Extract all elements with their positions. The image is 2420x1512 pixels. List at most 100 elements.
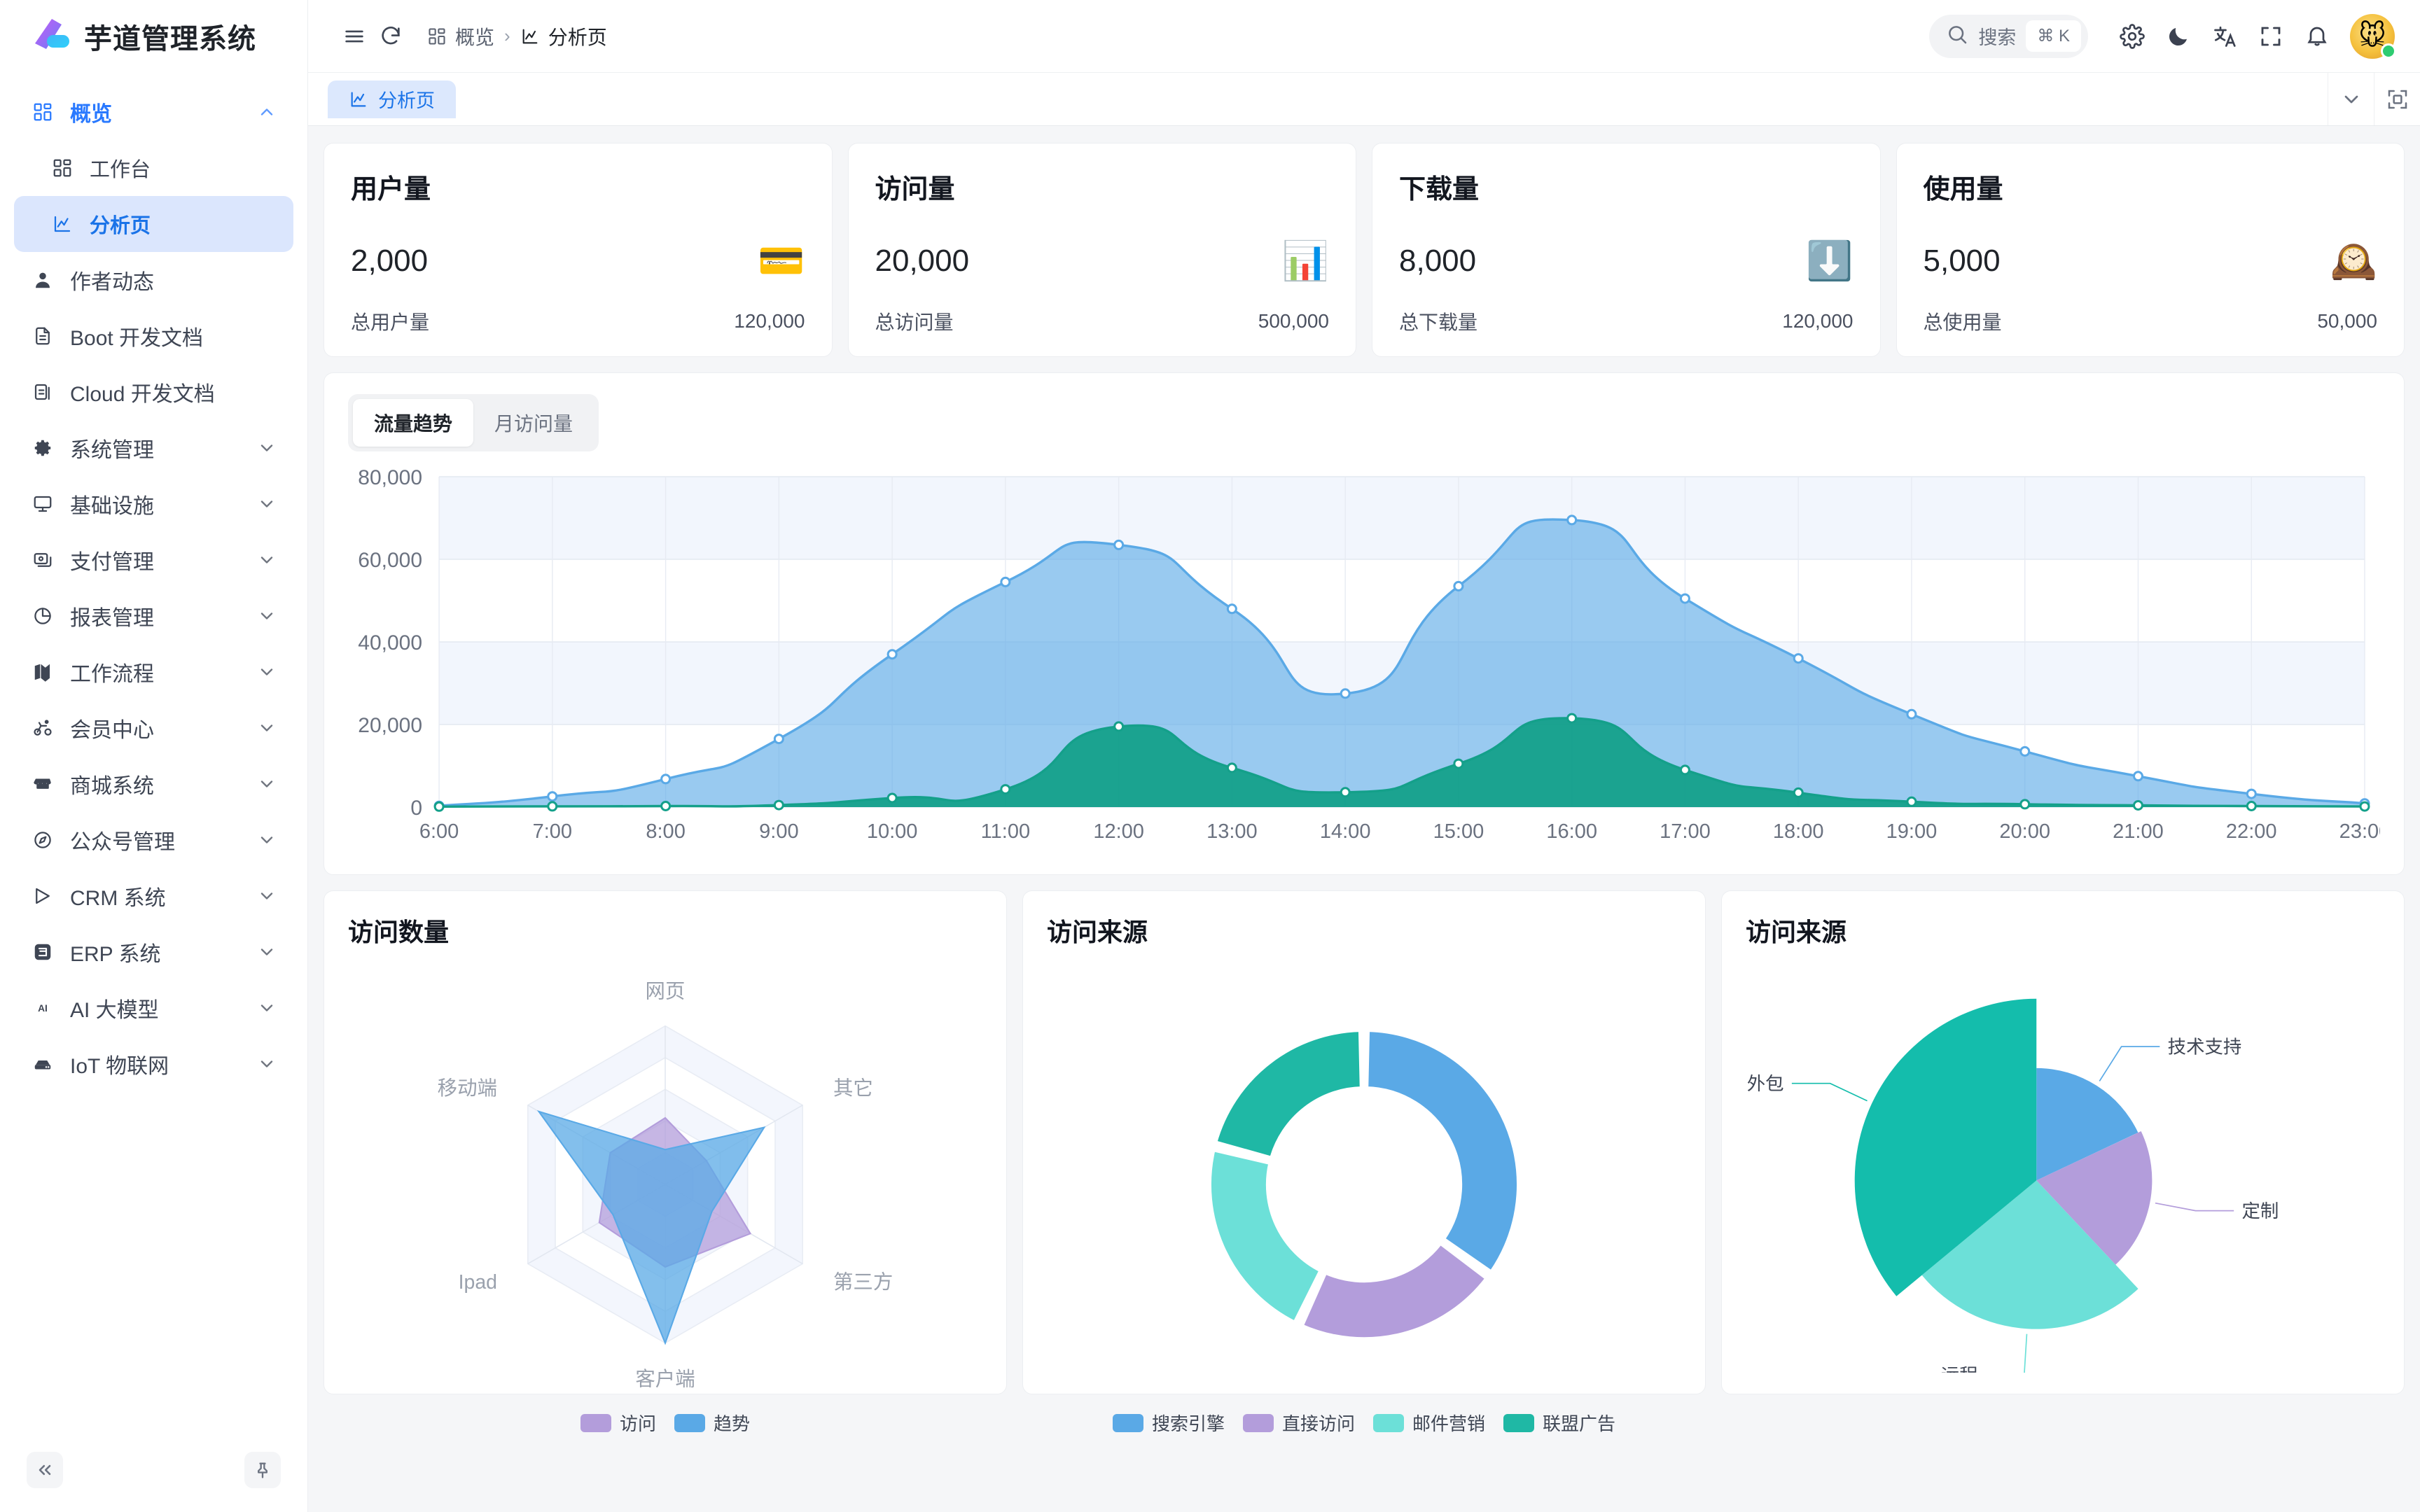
- search-icon: [1946, 23, 1968, 49]
- sidebar-item-5[interactable]: Cloud 开发文档: [14, 364, 293, 420]
- sidebar-collapse-button[interactable]: [27, 1452, 63, 1488]
- donut-chart[interactable]: [1047, 948, 1681, 1406]
- chevron-down-icon: [257, 606, 277, 626]
- stat-foot-label: 总用户量: [351, 312, 430, 333]
- clock-icon: 🕰️: [2330, 239, 2377, 282]
- sidebar-item-13[interactable]: 公众号管理: [14, 812, 293, 868]
- gear-icon: [31, 436, 55, 460]
- svg-text:0: 0: [410, 797, 422, 820]
- svg-text:17:00: 17:00: [1660, 820, 1711, 843]
- sidebar-item-6[interactable]: 系统管理: [14, 420, 293, 476]
- legend-item[interactable]: 搜索引擎: [1112, 1410, 1225, 1436]
- sidebar-item-12[interactable]: 商城系统: [14, 756, 293, 812]
- svg-text:60,000: 60,000: [358, 549, 422, 572]
- stat-foot-value: 50,000: [2317, 310, 2377, 332]
- stat-footer-row: 总访问量 500,000: [875, 307, 1330, 335]
- sidebar-item-2[interactable]: 分析页: [14, 196, 293, 252]
- chart-icon: [520, 27, 540, 46]
- svg-text:10:00: 10:00: [867, 820, 918, 843]
- sidebar-item-0[interactable]: 概览: [14, 84, 293, 140]
- svg-text:20:00: 20:00: [1999, 820, 2050, 843]
- shop-icon: [31, 772, 55, 796]
- translate-icon[interactable]: [2202, 13, 2248, 59]
- svg-text:网页: 网页: [646, 981, 686, 1003]
- sidebar-item-17[interactable]: IoT 物联网: [14, 1036, 293, 1092]
- monitor-icon: [31, 492, 55, 516]
- tab-maximize-button[interactable]: [2374, 73, 2420, 125]
- sidebar-item-11[interactable]: 会员中心: [14, 700, 293, 756]
- gear-icon[interactable]: [2109, 13, 2155, 59]
- legend-item[interactable]: 联盟广告: [1503, 1410, 1615, 1436]
- trend-tab-monthly[interactable]: 月访问量: [494, 413, 573, 435]
- traffic-area-chart[interactable]: 0 20,000 40,000 60,000 80,000 6:00 7:00 8:00 9:0…: [348, 464, 2380, 856]
- moon-icon[interactable]: [2155, 13, 2202, 59]
- tab-bar: 分析页: [308, 73, 2420, 126]
- sidebar-item-1[interactable]: 工作台: [14, 140, 293, 196]
- visit-source-donut-title: 访问来源: [1047, 918, 1148, 946]
- tab-dropdown-button[interactable]: [2328, 73, 2374, 125]
- search-label: 搜索: [1978, 27, 2017, 48]
- refresh-icon[interactable]: [373, 18, 409, 55]
- sidebar-item-label: Cloud 开发文档: [70, 383, 215, 406]
- legend-item[interactable]: 直接访问: [1242, 1410, 1355, 1436]
- legend-label: 联盟广告: [1543, 1413, 1616, 1435]
- brand-logo-icon: [31, 17, 70, 56]
- grid-icon: [427, 27, 447, 46]
- svg-text:AI: AI: [38, 1003, 48, 1014]
- sidebar-item-14[interactable]: CRM 系统: [14, 868, 293, 924]
- legend-label: 搜索引擎: [1151, 1413, 1225, 1435]
- hamburger-icon[interactable]: [336, 18, 373, 55]
- payment-icon: [31, 548, 55, 572]
- trend-tab-flow[interactable]: 流量趋势: [353, 399, 474, 447]
- pie-slice-icon: 📊: [1281, 239, 1329, 282]
- breadcrumb-item-analysis[interactable]: 分析页: [520, 22, 607, 50]
- chart-icon: [349, 90, 368, 109]
- chevron-down-icon: [257, 438, 277, 458]
- sidebar-item-15[interactable]: ERP 系统: [14, 924, 293, 980]
- rose-pie-chart[interactable]: 技术支持定制远程 外包: [1746, 948, 2380, 1373]
- avatar[interactable]: 🐭: [2350, 13, 2396, 59]
- stat-middle-row: 2,000 💳: [351, 206, 805, 307]
- search-input[interactable]: 搜索 ⌘ K: [1929, 14, 2088, 58]
- sidebar-item-16[interactable]: AI AI 大模型: [14, 980, 293, 1036]
- svg-text:16:00: 16:00: [1546, 820, 1597, 843]
- stat-card-1: 访问量 20,000 📊 总访问量 500,000: [847, 143, 1356, 357]
- legend-label: 直接访问: [1281, 1413, 1355, 1435]
- svg-text:外包: 外包: [1747, 1073, 1784, 1094]
- sidebar: 芋道管理系统 概览 工作台 分析页 作者动态 Boot 开发文档 Cloud 开发文档系统…: [0, 0, 308, 1512]
- sidebar-item-label: ERP 系统: [70, 943, 161, 966]
- sidebar-item-label: 公众号管理: [70, 831, 175, 854]
- sidebar-item-4[interactable]: Boot 开发文档: [14, 308, 293, 364]
- sidebar-item-10[interactable]: 工作流程: [14, 644, 293, 700]
- bell-icon[interactable]: [2294, 13, 2340, 59]
- svg-text:21:00: 21:00: [2113, 820, 2164, 843]
- cloud-doc-icon: [31, 380, 55, 404]
- stat-title: 使用量: [1923, 175, 2003, 204]
- sidebar-item-label: 会员中心: [70, 719, 154, 742]
- legend-item[interactable]: 访问: [580, 1410, 656, 1436]
- download-icon: ⬇️: [1806, 239, 1854, 282]
- legend-label: 访问: [619, 1413, 656, 1435]
- online-status-badge: [2381, 43, 2396, 59]
- sidebar-pin-button[interactable]: [244, 1452, 281, 1488]
- svg-text:移动端: 移动端: [438, 1077, 497, 1100]
- stat-card-3: 使用量 5,000 🕰️ 总使用量 50,000: [1896, 143, 2405, 357]
- sidebar-item-9[interactable]: 报表管理: [14, 588, 293, 644]
- svg-text:80,000: 80,000: [358, 466, 422, 489]
- sidebar-item-7[interactable]: 基础设施: [14, 476, 293, 532]
- legend-item[interactable]: 邮件营销: [1373, 1410, 1485, 1436]
- fullscreen-icon[interactable]: [2248, 13, 2294, 59]
- radar-chart[interactable]: 网页 其它 第三方 客户端 Ipad 移动端: [348, 948, 982, 1406]
- sidebar-item-3[interactable]: 作者动态: [14, 252, 293, 308]
- legend-item[interactable]: 趋势: [674, 1410, 750, 1436]
- svg-text:40,000: 40,000: [358, 631, 422, 654]
- stat-title: 访问量: [875, 175, 955, 204]
- tab-analysis[interactable]: 分析页: [328, 80, 456, 118]
- brand-logo-row[interactable]: 芋道管理系统: [0, 0, 307, 73]
- breadcrumb-item-overview[interactable]: 概览: [427, 22, 494, 50]
- sidebar-item-8[interactable]: 支付管理: [14, 532, 293, 588]
- svg-text:技术支持: 技术支持: [2168, 1037, 2242, 1058]
- legend-label: 邮件营销: [1412, 1413, 1486, 1435]
- visit-count-title: 访问数量: [348, 918, 450, 946]
